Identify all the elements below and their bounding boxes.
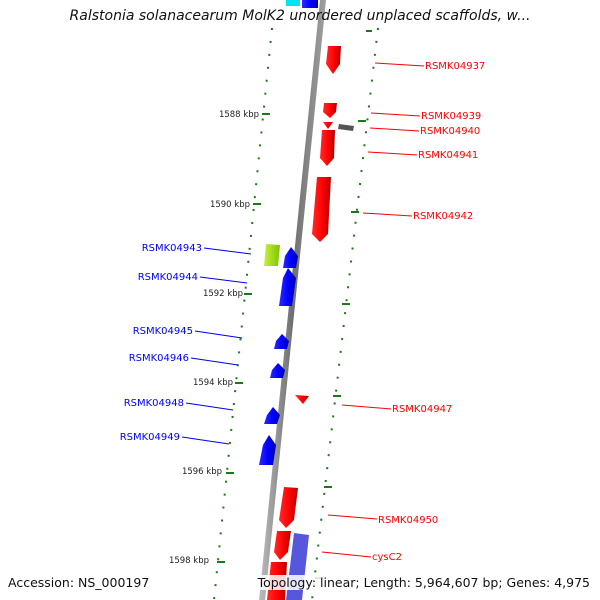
gene-cyan-partial[interactable] (286, 0, 300, 6)
left-labels (181, 247, 252, 445)
gene-RSMK04940-red[interactable] (323, 122, 333, 129)
ruler: 1588 kbp 1590 kbp 1592 kbp 1594 kbp 1596… (169, 110, 270, 566)
gene-blue-partial[interactable] (302, 0, 318, 8)
gene-label[interactable]: RSMK04940 (420, 126, 480, 137)
gene-cysC2[interactable] (274, 531, 291, 560)
leader-line (321, 551, 372, 558)
leader-line (374, 62, 425, 67)
gene-RSMK04939[interactable] (323, 103, 337, 118)
topology-text: Topology: linear; Length: 5,964,607 bp; … (257, 575, 590, 590)
gene-RSMK04941[interactable] (320, 130, 335, 166)
right-ruler-ticks (315, 30, 372, 579)
gene-RSMK04944[interactable] (279, 268, 296, 306)
leader-line (341, 404, 392, 410)
gene-RSMK04937[interactable] (326, 46, 341, 74)
gene-label[interactable]: RSMK04937 (425, 61, 485, 72)
ruler-label: 1598 kbp (169, 556, 209, 566)
gene-label[interactable]: RSMK04942 (413, 211, 473, 222)
gene-RSMK04950[interactable] (279, 487, 298, 528)
gene-label[interactable]: RSMK04941 (418, 150, 478, 161)
left-track-dots (213, 27, 273, 600)
gene-label[interactable]: RSMK04948 (124, 398, 184, 409)
gene-RSMK04940[interactable] (338, 124, 354, 131)
leader-line (185, 402, 234, 411)
leader-line (181, 436, 230, 445)
ruler-label: 1596 kbp (182, 467, 222, 477)
page-title: Ralstonia solanacearum MolK2 unordered u… (69, 8, 531, 24)
gene-RSMK04943-blue[interactable] (283, 247, 298, 268)
accession-text: Accession: NS_000197 (8, 575, 150, 590)
gene-label[interactable]: RSMK04949 (120, 432, 180, 443)
gene-label[interactable]: RSMK04944 (138, 272, 198, 283)
right-labels (321, 62, 425, 558)
leader-line (369, 127, 420, 132)
gene-RSMK04945[interactable] (274, 334, 289, 349)
gene-RSMK04949[interactable] (259, 435, 276, 465)
leader-line (362, 212, 413, 217)
gene-label[interactable]: RSMK04939 (421, 111, 481, 122)
leader-line (370, 112, 421, 117)
ruler-label: 1592 kbp (203, 289, 243, 299)
gene-RSMK04946[interactable] (270, 363, 285, 378)
gene-RSMK04948[interactable] (264, 407, 280, 424)
ruler-label: 1594 kbp (193, 378, 233, 388)
gene-label[interactable]: RSMK04947 (392, 404, 452, 415)
leader-line (199, 276, 248, 284)
gene-RSMK04943[interactable] (264, 244, 280, 266)
right-track-dots (311, 27, 379, 600)
gene-label[interactable]: RSMK04950 (378, 515, 438, 526)
leader-line (367, 151, 418, 156)
gene-label[interactable]: RSMK04946 (129, 353, 189, 364)
ruler-label: 1590 kbp (210, 200, 250, 210)
gene-label[interactable]: RSMK04943 (142, 243, 202, 254)
forward-genes (267, 46, 354, 600)
gene-label[interactable]: cysC2 (372, 552, 402, 563)
leader-line (190, 357, 239, 366)
gene-RSMK04942[interactable] (312, 177, 331, 242)
gene-RSMK04947[interactable] (295, 395, 309, 404)
leader-line (194, 330, 243, 339)
leader-line (327, 514, 378, 520)
gene-label[interactable]: RSMK04945 (133, 326, 193, 337)
leader-line (203, 247, 252, 255)
ruler-label: 1588 kbp (219, 110, 259, 120)
